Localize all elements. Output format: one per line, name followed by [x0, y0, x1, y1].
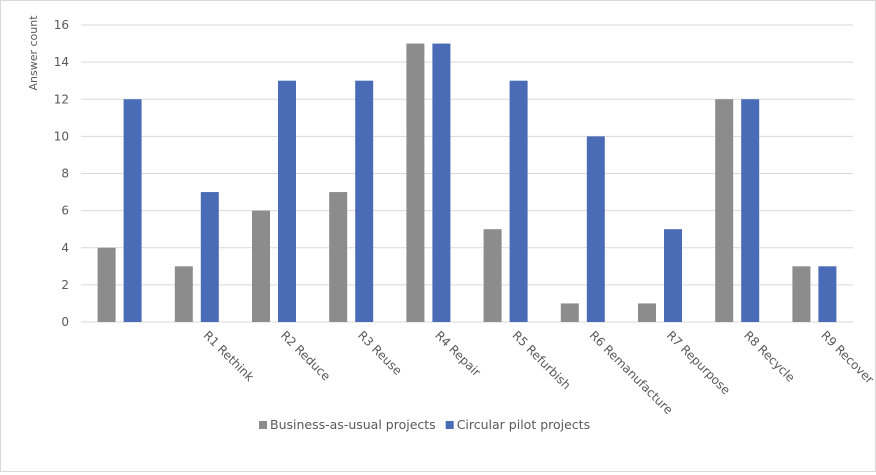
x-tick-label: R2 Reduce — [278, 328, 333, 383]
y-tick-label: 2 — [61, 278, 69, 292]
bar-circular-pilot-7 — [664, 229, 682, 322]
y-tick-label: 6 — [61, 204, 69, 218]
legend: Business-as-usual projects Circular pilot… — [259, 417, 590, 432]
legend-label: Circular pilot projects — [457, 417, 590, 432]
bar-business-as-usual-4 — [406, 43, 425, 322]
x-tick-label: R5 Refurbish — [509, 328, 573, 392]
y-axis-label: Answer count — [27, 15, 40, 91]
y-tick-label: 10 — [54, 129, 69, 143]
bar-business-as-usual-0 — [97, 247, 116, 322]
legend-swatch — [445, 421, 454, 429]
bar-business-as-usual-7 — [638, 303, 656, 322]
bar-circular-pilot-9 — [818, 266, 837, 322]
y-tick-label: 12 — [54, 92, 69, 106]
bar-business-as-usual-6 — [560, 303, 579, 322]
x-tick-label: R3 Reuse — [355, 328, 405, 378]
bar-circular-pilot-1 — [200, 192, 219, 322]
x-tick-label: R9 Recover — [818, 328, 875, 386]
x-tick-label: R6 Remanufacture — [587, 328, 676, 417]
legend-swatch — [259, 421, 267, 429]
y-tick-label: 16 — [54, 18, 69, 32]
gridlines — [81, 24, 853, 323]
bar-circular-pilot-8 — [741, 99, 760, 322]
bar-business-as-usual-5 — [483, 229, 502, 322]
bar-circular-pilot-0 — [123, 99, 142, 322]
y-tick-label: 4 — [61, 241, 69, 255]
bar-business-as-usual-1 — [174, 266, 193, 322]
bar-business-as-usual-3 — [329, 192, 348, 322]
x-tick-label: R1 Rethink — [201, 328, 257, 384]
x-tick-label: R7 Repurpose — [664, 328, 733, 397]
bar-circular-pilot-5 — [509, 80, 528, 322]
bar-circular-pilot-2 — [278, 80, 296, 322]
bar-circular-pilot-3 — [355, 80, 374, 322]
legend-label: Business-as-usual projects — [270, 417, 436, 432]
y-tick-label: 0 — [61, 315, 69, 329]
x-tick-labels: R1 Rethink R2 Reduce R3 Reuse R4 Repair R5 R… — [201, 328, 876, 417]
y-tick-label: 8 — [61, 167, 69, 181]
bar-business-as-usual-8 — [715, 99, 734, 322]
bar-business-as-usual-2 — [252, 210, 270, 322]
bar-business-as-usual-9 — [792, 266, 811, 322]
y-tick-label: 14 — [54, 55, 69, 69]
x-tick-label: R4 Repair — [432, 328, 483, 379]
x-tick-label: R8 Recycle — [741, 328, 798, 385]
bar-circular-pilot-6 — [586, 136, 605, 322]
y-tick-labels: 0 2 4 6 8 10 12 14 16 — [54, 18, 69, 329]
bars — [97, 43, 837, 322]
bar-circular-pilot-4 — [432, 43, 451, 322]
